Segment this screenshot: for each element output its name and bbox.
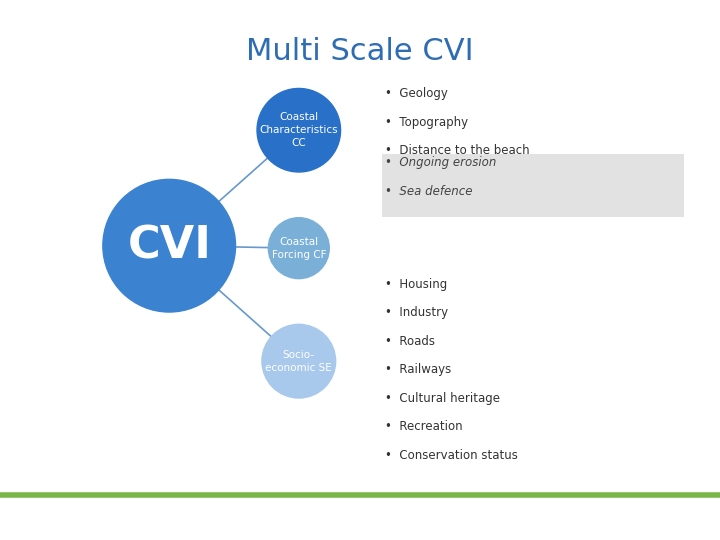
Text: •  Cultural heritage: • Cultural heritage [385,392,500,404]
Text: •  Geology: • Geology [385,87,448,100]
Text: Coastal
Characteristics
CC: Coastal Characteristics CC [259,112,338,149]
Text: •  Housing: • Housing [385,278,447,291]
Ellipse shape [103,179,235,312]
Text: •  Ongoing erosion: • Ongoing erosion [385,156,497,169]
Text: Multi Scale CVI: Multi Scale CVI [246,37,474,66]
Text: •  Railways: • Railways [385,363,451,376]
Text: •  Distance to the beach: • Distance to the beach [385,145,530,158]
Ellipse shape [262,325,336,398]
Text: Swedish Geotechnical Institute: Swedish Geotechnical Institute [18,515,169,524]
Ellipse shape [269,218,329,279]
Text: •  Sea defence: • Sea defence [385,185,473,198]
Text: •  Conservation status: • Conservation status [385,449,518,462]
Text: •  Roads: • Roads [385,335,435,348]
Text: 10: 10 [688,515,702,524]
Text: •  Industry: • Industry [385,306,449,319]
FancyBboxPatch shape [382,154,684,217]
Text: Coastal
Forcing CF: Coastal Forcing CF [271,237,326,260]
Text: •  Topography: • Topography [385,116,468,129]
Ellipse shape [257,89,341,172]
Text: Socio-
economic SE: Socio- economic SE [266,349,332,373]
Text: •  Recreation: • Recreation [385,420,463,433]
Text: CVI: CVI [127,224,211,267]
